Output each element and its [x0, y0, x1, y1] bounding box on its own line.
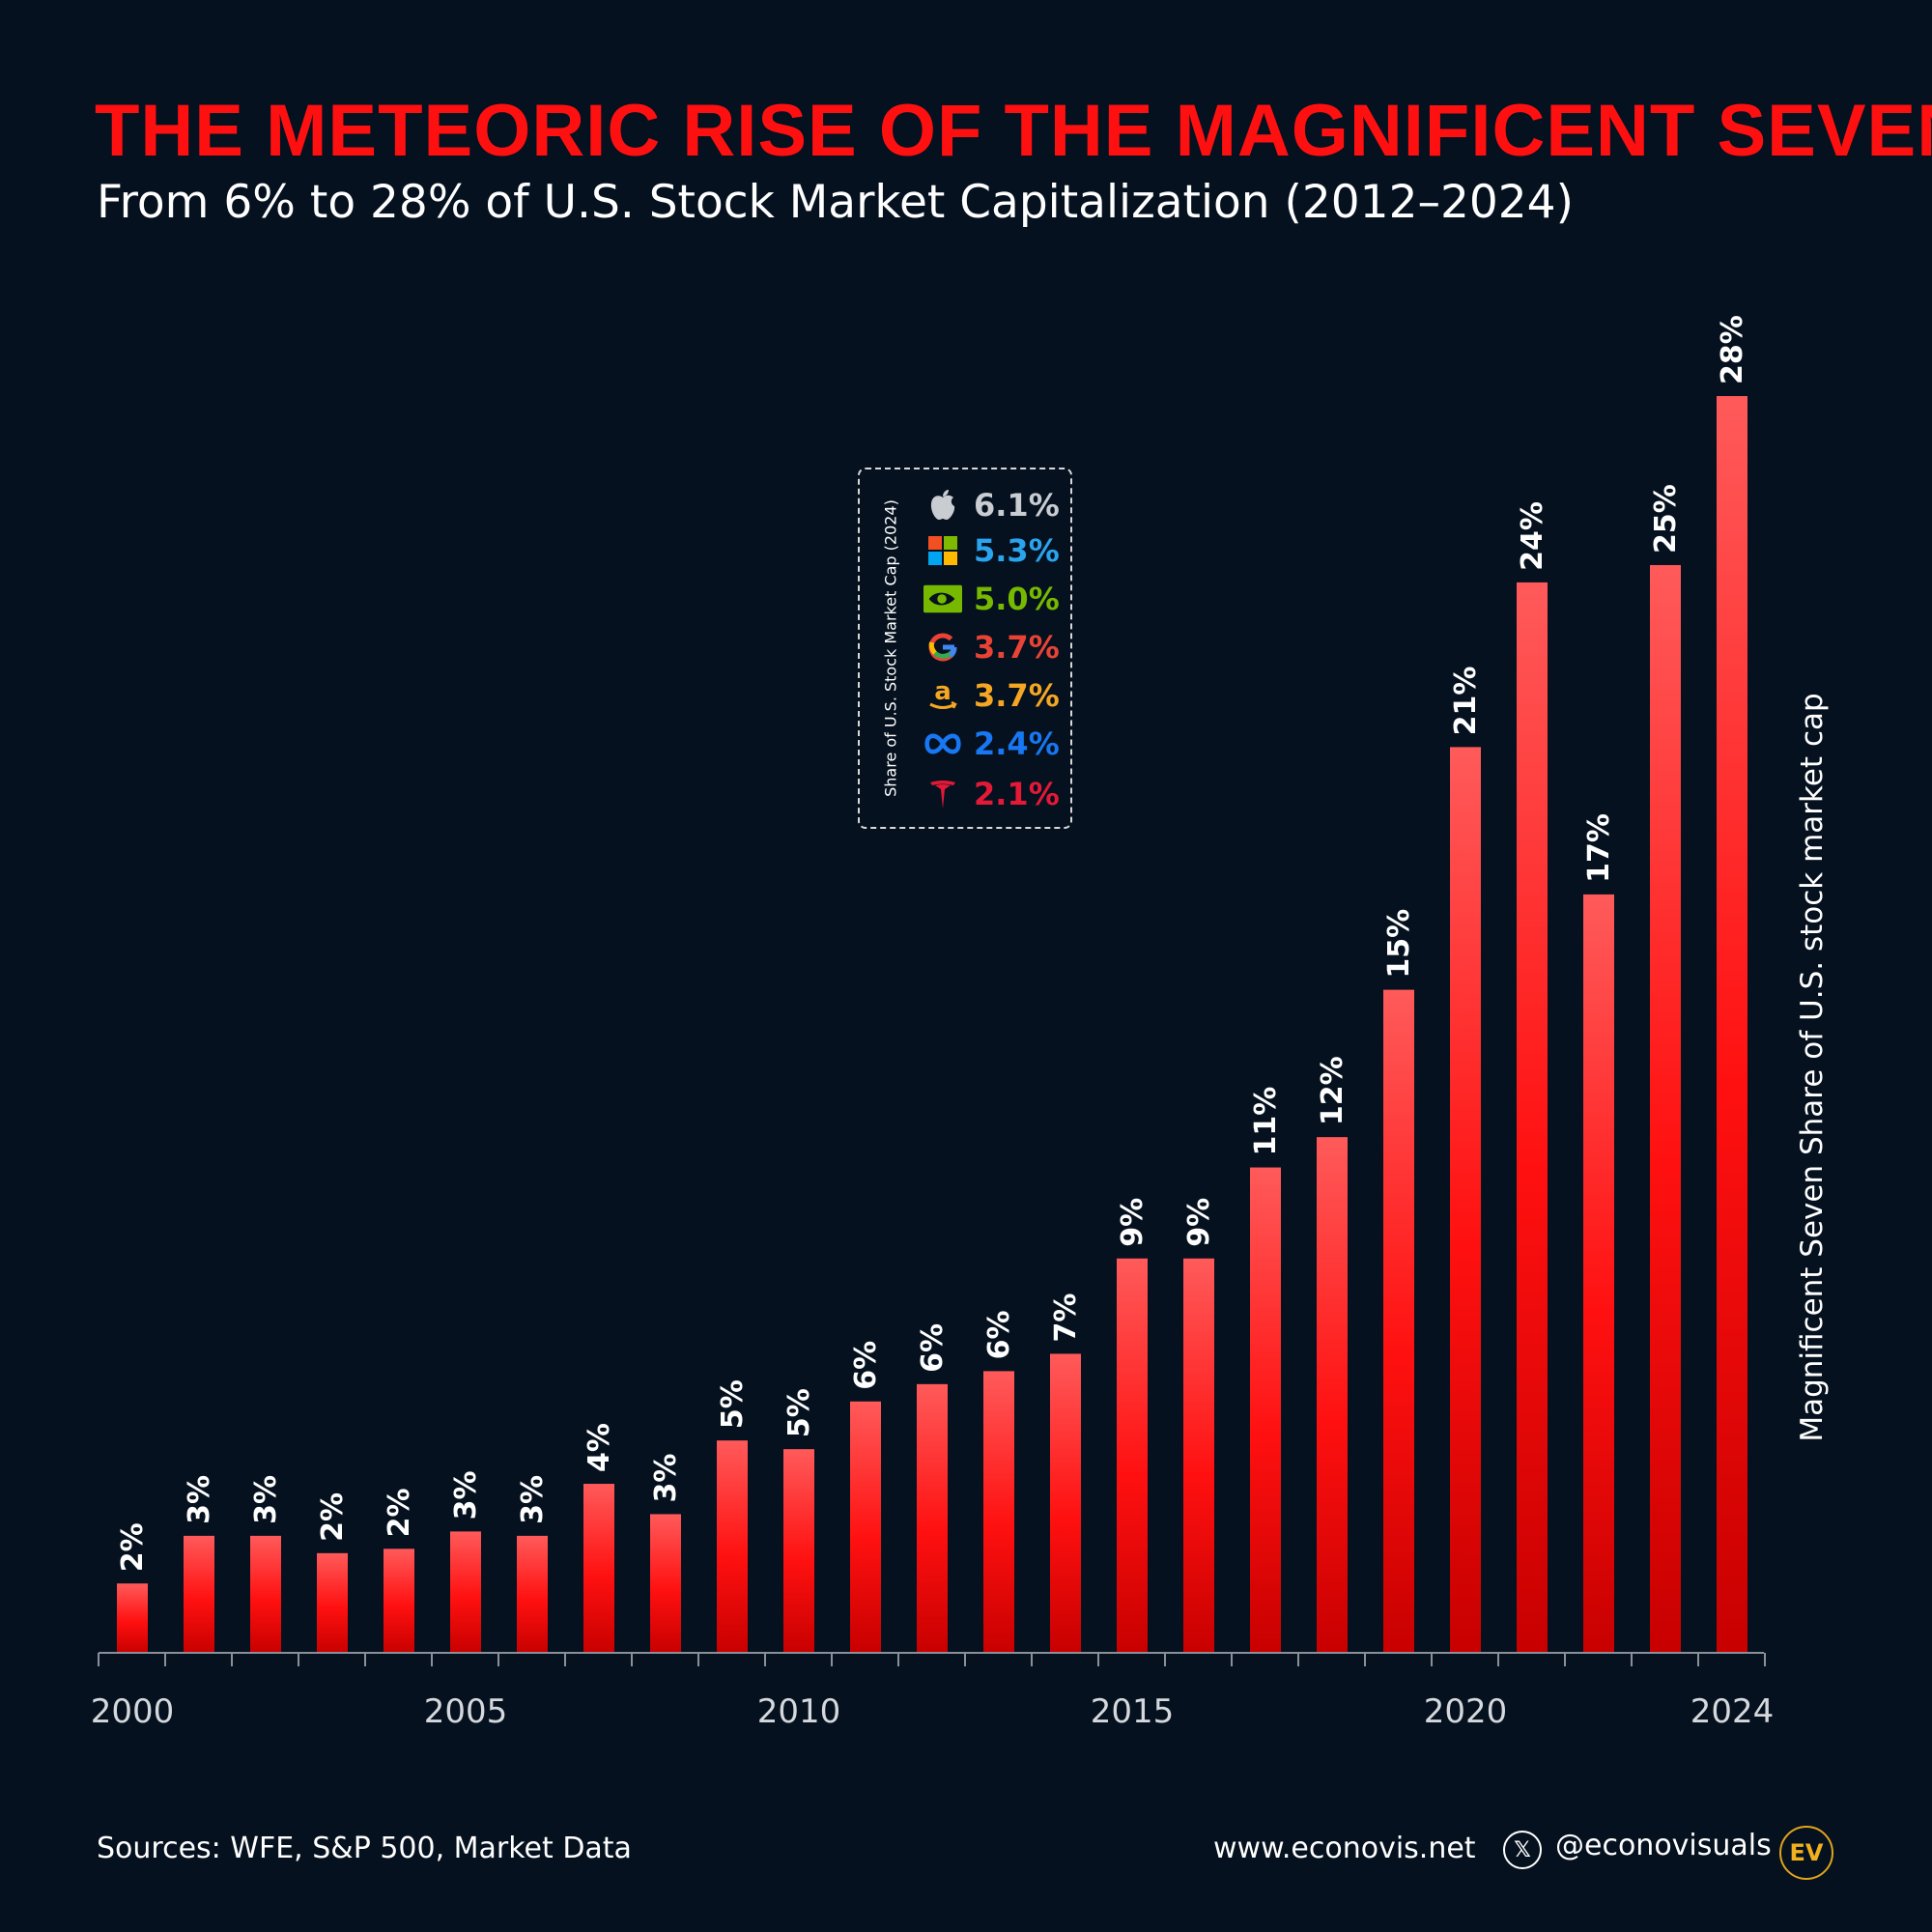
legend-item-meta: 2.4%: [923, 723, 1060, 765]
bar-label-2011: 6%: [849, 1341, 883, 1390]
bar-label-2003: 2%: [316, 1492, 350, 1542]
bar-2008: [650, 1514, 681, 1653]
bar-label-2009: 5%: [716, 1379, 750, 1429]
chart-title: THE METEORIC RISE OF THE MAGNIFICENT SEV…: [95, 90, 1932, 172]
bar-2004: [384, 1548, 414, 1653]
econovis-logo: EV: [1779, 1826, 1833, 1880]
bar-2013: [983, 1371, 1014, 1653]
x-tick-label-2005: 2005: [424, 1692, 508, 1731]
chart-subtitle: From 6% to 28% of U.S. Stock Market Capi…: [97, 176, 1574, 229]
bar-2014: [1050, 1353, 1081, 1653]
amazon-logo-icon: a: [923, 676, 962, 715]
legend-value-nvidia: 5.0%: [974, 581, 1060, 617]
bar-2007: [583, 1484, 614, 1653]
bar-2001: [184, 1535, 214, 1653]
sources-text: Sources: WFE, S&P 500, Market Data: [97, 1832, 632, 1865]
apple-logo-icon: [923, 486, 962, 525]
bar-2023: [1650, 564, 1681, 1653]
bar-2000: [117, 1583, 148, 1653]
bar-2022: [1583, 894, 1614, 1653]
bar-2024: [1717, 396, 1747, 1653]
bar-2005: [450, 1531, 481, 1653]
legend-value-tesla: 2.1%: [974, 776, 1060, 812]
legend-item-google: 3.7%: [923, 626, 1060, 668]
bar-2015: [1117, 1258, 1148, 1653]
social-handle[interactable]: @econovisuals: [1555, 1829, 1772, 1862]
bar-label-2020: 21%: [1449, 667, 1483, 736]
bar-label-2016: 9%: [1182, 1198, 1216, 1247]
bar-2006: [517, 1535, 548, 1653]
legend-value-microsoft: 5.3%: [974, 532, 1060, 569]
bar-label-2014: 7%: [1049, 1293, 1083, 1343]
bar-label-2007: 4%: [582, 1423, 616, 1472]
legend-item-amazon: a 3.7%: [923, 674, 1060, 717]
x-tick-label-2015: 2015: [1091, 1692, 1175, 1731]
bar-2011: [850, 1401, 881, 1653]
bar-label-2015: 9%: [1116, 1198, 1150, 1247]
bar-label-2001: 3%: [183, 1475, 216, 1524]
bar-2010: [783, 1449, 814, 1653]
bar-2020: [1450, 747, 1481, 1653]
bar-2017: [1250, 1167, 1281, 1653]
x-tick-label-2000: 2000: [91, 1692, 175, 1731]
bar-2009: [717, 1440, 748, 1653]
x-tick-label-2010: 2010: [757, 1692, 841, 1731]
bar-label-2002: 3%: [249, 1475, 283, 1524]
legend-item-microsoft: 5.3%: [923, 529, 1060, 572]
bar-2018: [1317, 1137, 1348, 1653]
legend-value-apple: 6.1%: [974, 487, 1060, 524]
bar-label-2008: 3%: [649, 1454, 683, 1503]
bar-2019: [1383, 989, 1414, 1653]
legend-item-apple: 6.1%: [923, 484, 1060, 526]
bar-label-2022: 17%: [1582, 813, 1616, 883]
bar-label-2010: 5%: [782, 1388, 816, 1437]
legend-value-meta: 2.4%: [974, 725, 1060, 762]
legend-value-amazon: 3.7%: [974, 677, 1060, 714]
x-tick-label-2020: 2020: [1424, 1692, 1508, 1731]
nvidia-logo-icon: [923, 580, 962, 618]
bar-label-2006: 3%: [516, 1475, 550, 1524]
legend-value-google: 3.7%: [974, 629, 1060, 666]
legend-box: [858, 468, 1072, 829]
bar-2003: [317, 1552, 348, 1653]
legend-item-nvidia: 5.0%: [923, 578, 1060, 620]
bar-label-2017: 11%: [1249, 1087, 1283, 1156]
bar-label-2024: 28%: [1716, 315, 1749, 384]
y-axis-title: Magnificent Seven Share of U.S. stock ma…: [1795, 693, 1830, 1442]
bar-label-2023: 25%: [1649, 484, 1683, 554]
legend-item-tesla: 2.1%: [923, 773, 1060, 815]
website-link[interactable]: www.econovis.net: [1213, 1832, 1476, 1865]
bar-label-2021: 24%: [1516, 501, 1549, 571]
bar-2002: [250, 1535, 281, 1653]
bar-label-2012: 6%: [916, 1323, 950, 1373]
bar-2016: [1183, 1258, 1214, 1653]
microsoft-logo-icon: [923, 531, 962, 570]
tesla-logo-icon: [923, 775, 962, 813]
bar-label-2004: 2%: [383, 1488, 416, 1537]
meta-logo-icon: [923, 724, 962, 763]
svg-text:a: a: [934, 678, 952, 706]
bar-label-2018: 12%: [1316, 1056, 1350, 1125]
bar-label-2000: 2%: [116, 1522, 150, 1572]
x-tick-label-2024: 2024: [1690, 1692, 1775, 1731]
bar-label-2013: 6%: [982, 1310, 1016, 1359]
bar-2012: [917, 1383, 948, 1653]
bar-2021: [1517, 582, 1548, 1653]
bar-label-2019: 15%: [1382, 909, 1416, 979]
x-logo-icon: 𝕏: [1503, 1831, 1542, 1869]
google-logo-icon: [923, 628, 962, 667]
legend-caption: Share of U.S. Stock Market Cap (2024): [881, 499, 900, 797]
bar-label-2005: 3%: [449, 1470, 483, 1520]
